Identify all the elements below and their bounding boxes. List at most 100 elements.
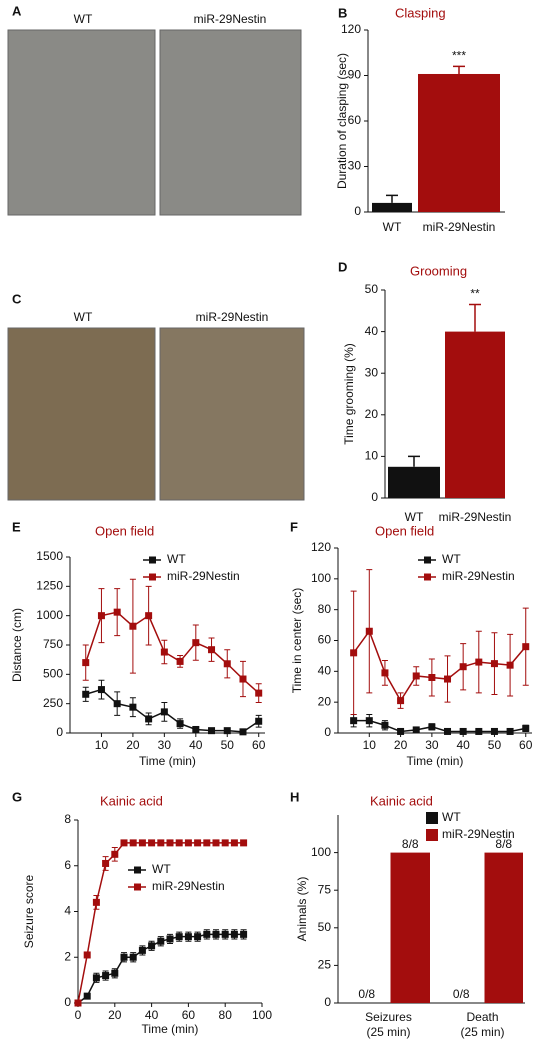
point bbox=[223, 727, 231, 735]
y-axis-label: Seizure score bbox=[22, 874, 36, 948]
legend-swatch bbox=[426, 812, 438, 824]
point bbox=[240, 930, 248, 938]
point bbox=[113, 608, 121, 616]
point bbox=[506, 661, 514, 669]
panel-letter: C bbox=[12, 291, 22, 306]
x-tick-label: 20 bbox=[108, 1008, 122, 1022]
x-tick-label: 20 bbox=[126, 738, 140, 752]
panel-letter: G bbox=[12, 789, 22, 804]
y-tick-label: 1250 bbox=[36, 579, 63, 593]
photo-label: miR-29Nestin bbox=[196, 310, 269, 324]
point bbox=[192, 725, 200, 733]
point bbox=[412, 726, 420, 734]
point bbox=[255, 689, 263, 697]
error-bar bbox=[469, 303, 481, 332]
x-tick-label: Death bbox=[466, 1010, 498, 1024]
legend-label: WT bbox=[442, 810, 461, 824]
point bbox=[92, 898, 100, 906]
x-tick-label: 100 bbox=[252, 1008, 272, 1022]
y-tick-label: 750 bbox=[43, 637, 63, 651]
point bbox=[74, 999, 82, 1007]
point bbox=[83, 992, 91, 1000]
error-bar bbox=[386, 194, 398, 203]
point bbox=[212, 930, 220, 938]
y-tick-label: 90 bbox=[348, 68, 362, 82]
y-tick-label: 75 bbox=[318, 882, 332, 896]
point bbox=[111, 969, 119, 977]
x-tick-label: 60 bbox=[182, 1008, 196, 1022]
y-tick-label: 0 bbox=[56, 725, 63, 739]
x-tick-label: 30 bbox=[158, 738, 172, 752]
x-tick-label: 40 bbox=[189, 738, 203, 752]
y-tick-label: 0 bbox=[371, 490, 378, 504]
value-label: 0/8 bbox=[358, 987, 375, 1001]
point bbox=[166, 935, 174, 943]
series-line bbox=[353, 629, 527, 703]
x-tick-label: 50 bbox=[488, 738, 502, 752]
point bbox=[459, 663, 467, 671]
panel-letter: E bbox=[12, 519, 21, 534]
legend-label: WT bbox=[442, 552, 461, 566]
bar bbox=[418, 73, 500, 212]
series-line bbox=[85, 611, 260, 694]
point bbox=[129, 953, 137, 961]
y-tick-label: 1500 bbox=[36, 549, 63, 563]
point bbox=[223, 660, 231, 668]
legend-marker bbox=[134, 866, 141, 874]
legend-marker bbox=[424, 573, 431, 581]
point bbox=[120, 953, 128, 961]
y-tick-label: 4 bbox=[64, 904, 71, 918]
x-axis-label: Time (min) bbox=[407, 754, 464, 768]
point bbox=[111, 850, 119, 858]
point bbox=[444, 675, 452, 683]
x-tick-label: 60 bbox=[252, 738, 266, 752]
point bbox=[145, 612, 153, 620]
y-axis-label: Distance (cm) bbox=[10, 608, 24, 682]
legend-label: WT bbox=[152, 862, 171, 876]
point bbox=[230, 839, 238, 847]
point bbox=[208, 646, 216, 654]
significance: *** bbox=[452, 49, 466, 63]
legend-marker bbox=[149, 556, 156, 564]
point bbox=[113, 700, 121, 708]
point bbox=[428, 723, 436, 731]
y-tick-label: 20 bbox=[365, 407, 379, 421]
point bbox=[160, 648, 168, 656]
legend-label: miR-29Nestin bbox=[442, 569, 515, 583]
point bbox=[194, 839, 202, 847]
legend-label: miR-29Nestin bbox=[442, 827, 515, 841]
point bbox=[203, 839, 211, 847]
point bbox=[120, 839, 128, 847]
series-line bbox=[353, 719, 526, 733]
y-tick-label: 80 bbox=[318, 602, 332, 616]
point bbox=[230, 930, 238, 938]
point bbox=[175, 839, 183, 847]
bar bbox=[445, 331, 505, 498]
y-tick-label: 0 bbox=[64, 995, 71, 1009]
y-tick-label: 120 bbox=[311, 540, 331, 554]
point bbox=[184, 933, 192, 941]
legend-label: WT bbox=[167, 552, 186, 566]
point bbox=[475, 727, 483, 735]
x-tick-label: 80 bbox=[219, 1008, 233, 1022]
x-tick-label: WT bbox=[383, 220, 402, 234]
point bbox=[239, 675, 247, 683]
point bbox=[145, 715, 153, 723]
x-tick-label: (25 min) bbox=[366, 1025, 410, 1039]
point bbox=[506, 727, 514, 735]
y-tick-label: 50 bbox=[318, 920, 332, 934]
y-tick-label: 100 bbox=[311, 845, 331, 859]
point bbox=[184, 839, 192, 847]
y-tick-label: 250 bbox=[43, 696, 63, 710]
y-tick-label: 0 bbox=[354, 204, 361, 218]
point bbox=[176, 720, 184, 728]
point bbox=[381, 669, 389, 677]
point bbox=[397, 727, 405, 735]
y-axis-label: Duration of clasping (sec) bbox=[335, 53, 349, 189]
x-tick-label: 10 bbox=[363, 738, 377, 752]
bar bbox=[390, 852, 430, 1003]
point bbox=[194, 933, 202, 941]
x-tick-label: 40 bbox=[456, 738, 470, 752]
x-tick-label: 40 bbox=[145, 1008, 159, 1022]
